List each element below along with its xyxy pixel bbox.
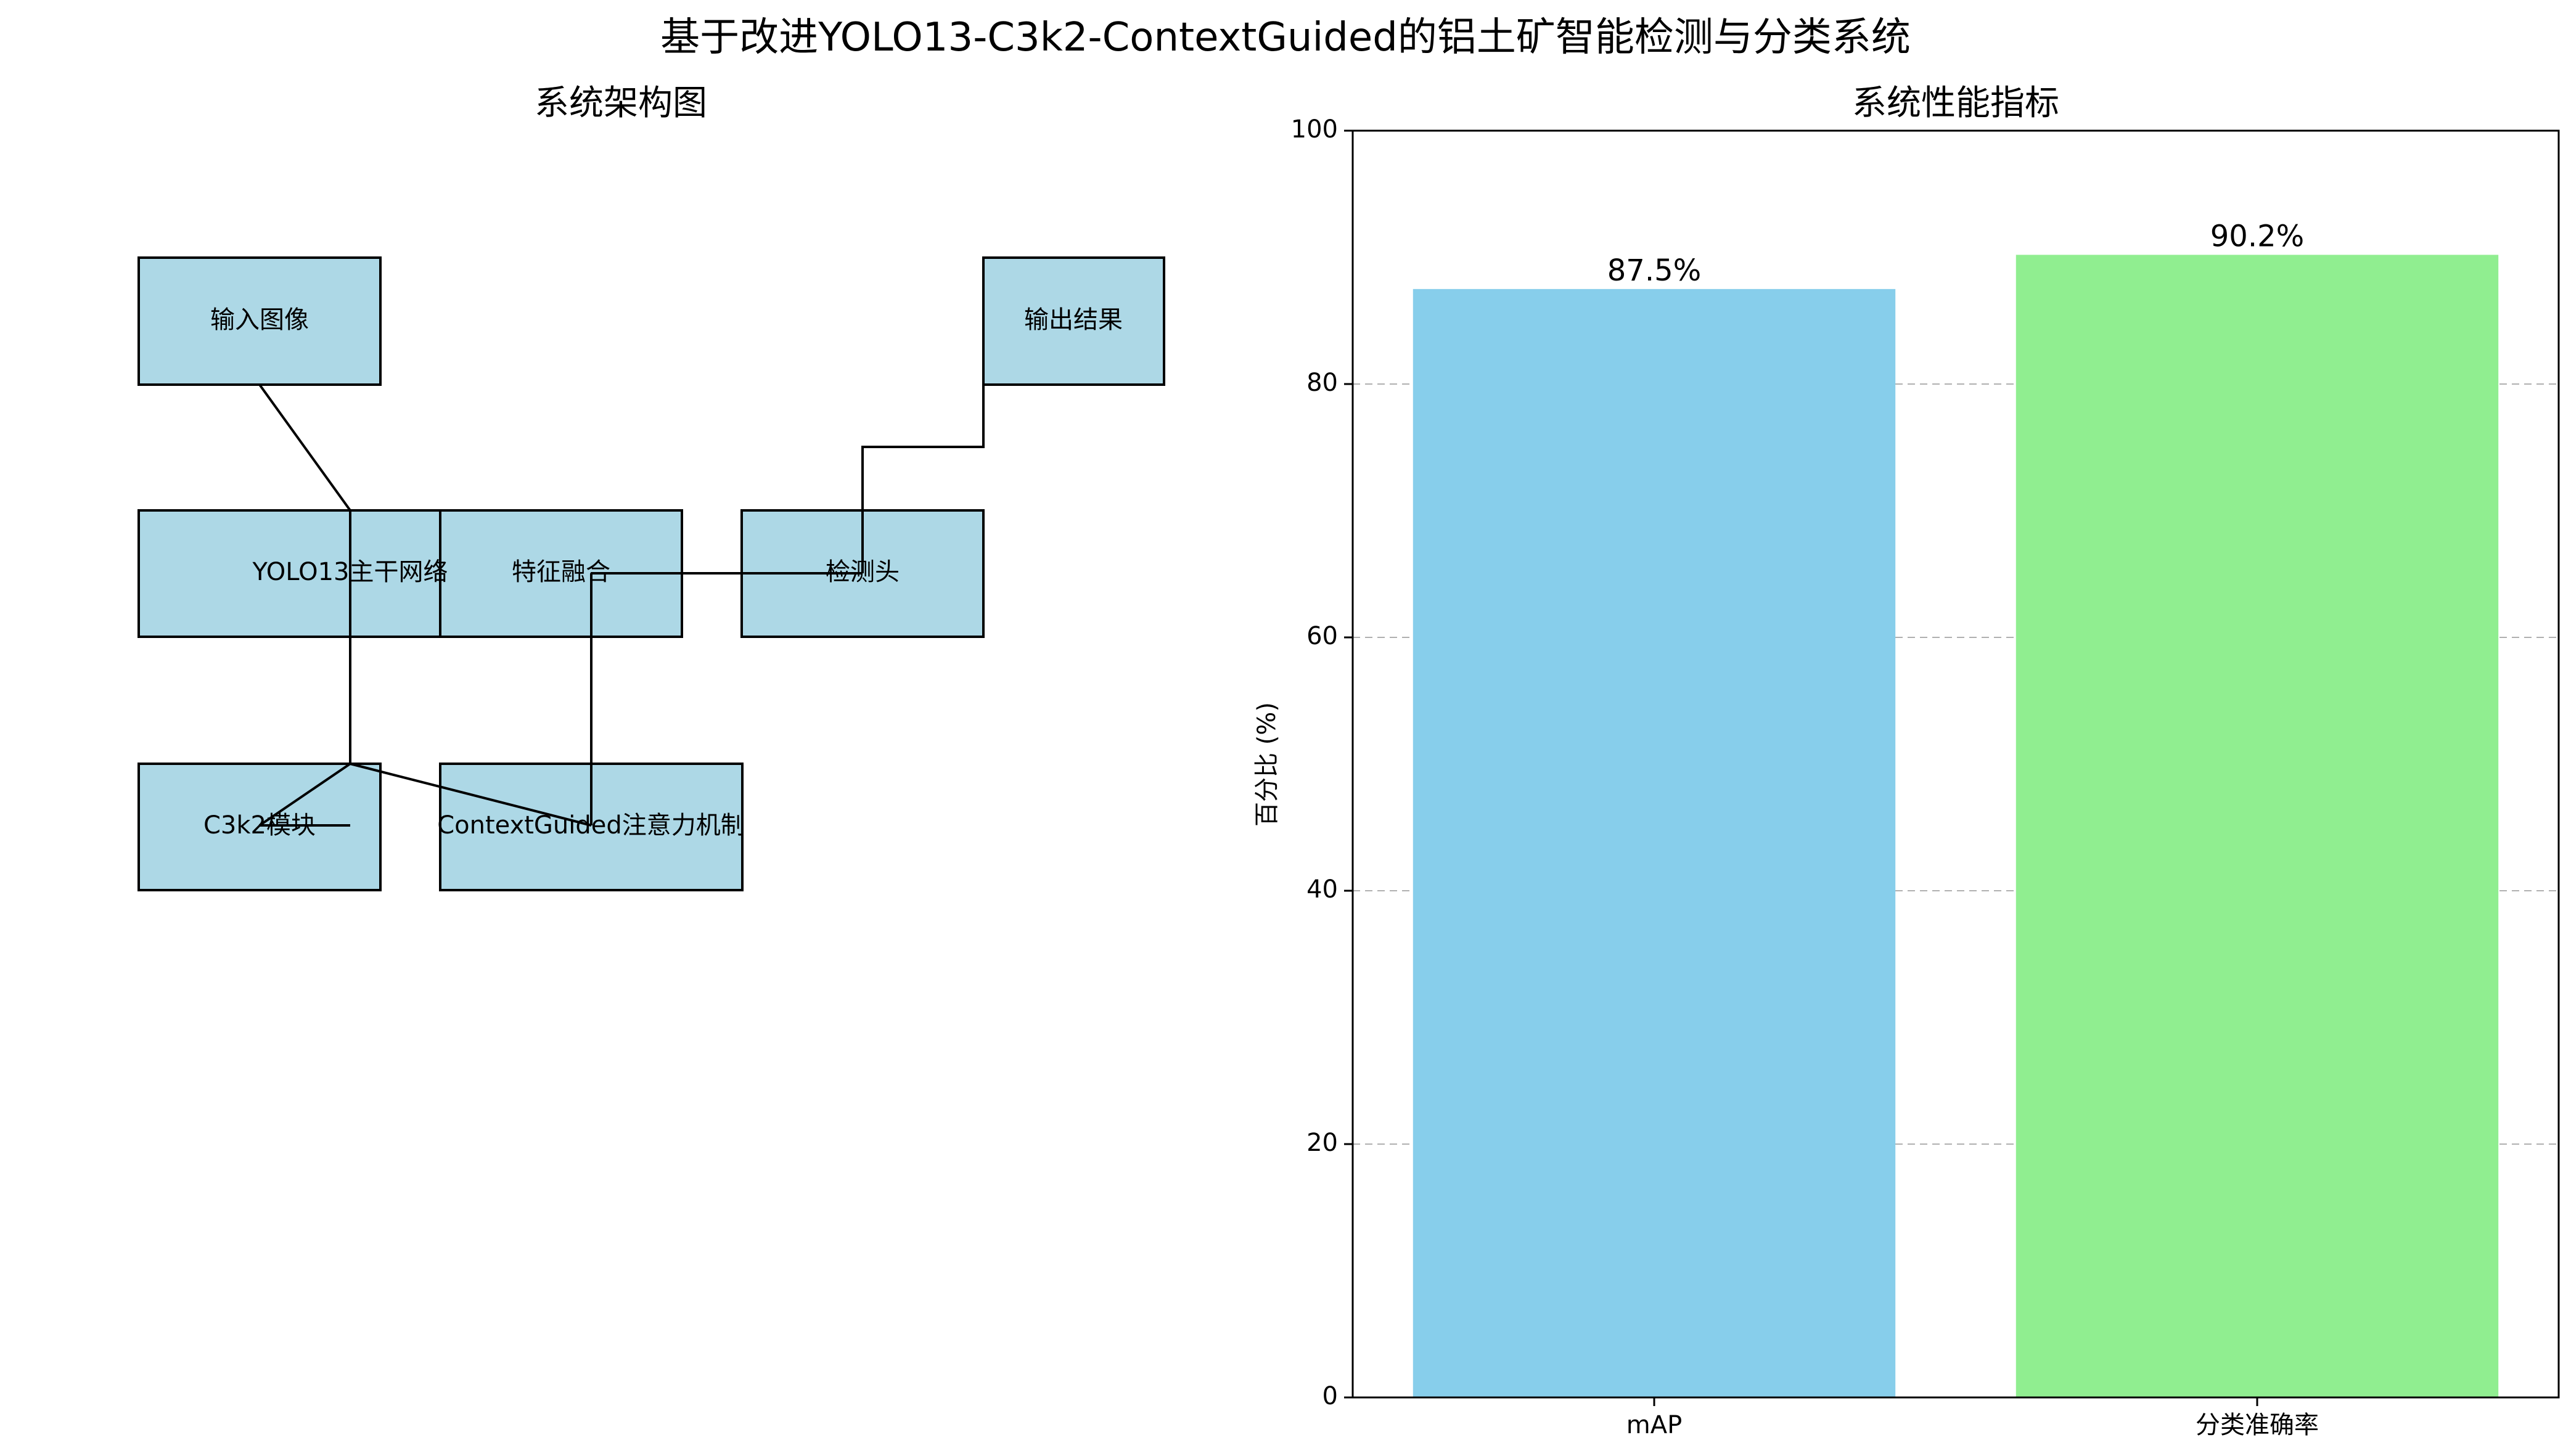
node-input-label: 输入图像 — [210, 306, 309, 334]
chart-bar-value-label: 87.5% — [1607, 253, 1701, 288]
figure-title: 基于改进YOLO13-C3k2-ContextGuided的铝土矿智能检测与分类… — [660, 15, 1911, 60]
chart-x-tick-label: 分类准确率 — [2196, 1411, 2319, 1439]
chart-y-tick-label: 60 — [1306, 622, 1338, 650]
node-head-label: 检测头 — [826, 558, 900, 586]
chart-value-labels: 87.5% 90.2% — [1607, 219, 2304, 287]
node-c3k2-box — [137, 763, 382, 891]
chart-y-tick-label: 100 — [1291, 115, 1338, 144]
chart-title: 系统性能指标 — [1852, 83, 2059, 123]
node-output-label: 输出结果 — [1024, 306, 1123, 334]
node-output: 输出结果 — [982, 256, 1165, 386]
chart-bars — [1413, 255, 2499, 1397]
node-backbone-label: YOLO13主干网络 — [252, 558, 448, 586]
chart-y-axis-label: 百分比 (%) — [1253, 702, 1281, 827]
node-input: 输入图像 — [137, 256, 382, 386]
diagram-connectors — [258, 383, 985, 827]
node-c3k2 — [137, 763, 382, 891]
node-fusion-label: 特征融合 — [512, 558, 610, 586]
edge-input-backbone — [258, 383, 351, 512]
node-cg-label: ContextGuided注意力机制 — [437, 811, 745, 840]
chart-bar-value-label: 90.2% — [2210, 219, 2304, 253]
chart-frame — [1351, 129, 2560, 1399]
architecture-diagram: 系统架构图 输入图像 输出结果 — [137, 83, 1165, 891]
edge-backbone-c3k2 — [258, 763, 351, 827]
node-c3k2-label: C3k2模块 — [203, 811, 316, 840]
node-output-box — [982, 256, 1165, 386]
chart-y-tick-label: 20 — [1306, 1129, 1338, 1157]
diagram-title: 系统架构图 — [535, 83, 707, 123]
node-backbone — [137, 509, 442, 638]
chart-y-axis: 0 20 40 60 80 100 — [1291, 115, 1353, 1410]
chart-bar — [2015, 255, 2499, 1397]
chart-y-tick-label: 0 — [1322, 1382, 1338, 1410]
node-backbone-box — [137, 509, 442, 638]
edge-head-output — [861, 385, 985, 573]
chart-x-tick-label: mAP — [1626, 1411, 1682, 1439]
chart-y-tick-label: 40 — [1306, 875, 1338, 904]
chart-y-tick-label: 80 — [1306, 369, 1338, 397]
edge-backbone-cg — [350, 763, 592, 827]
node-input-box — [137, 256, 382, 386]
chart-x-axis: mAP 分类准确率 — [1626, 1397, 2319, 1439]
chart-bar — [1413, 288, 1896, 1397]
